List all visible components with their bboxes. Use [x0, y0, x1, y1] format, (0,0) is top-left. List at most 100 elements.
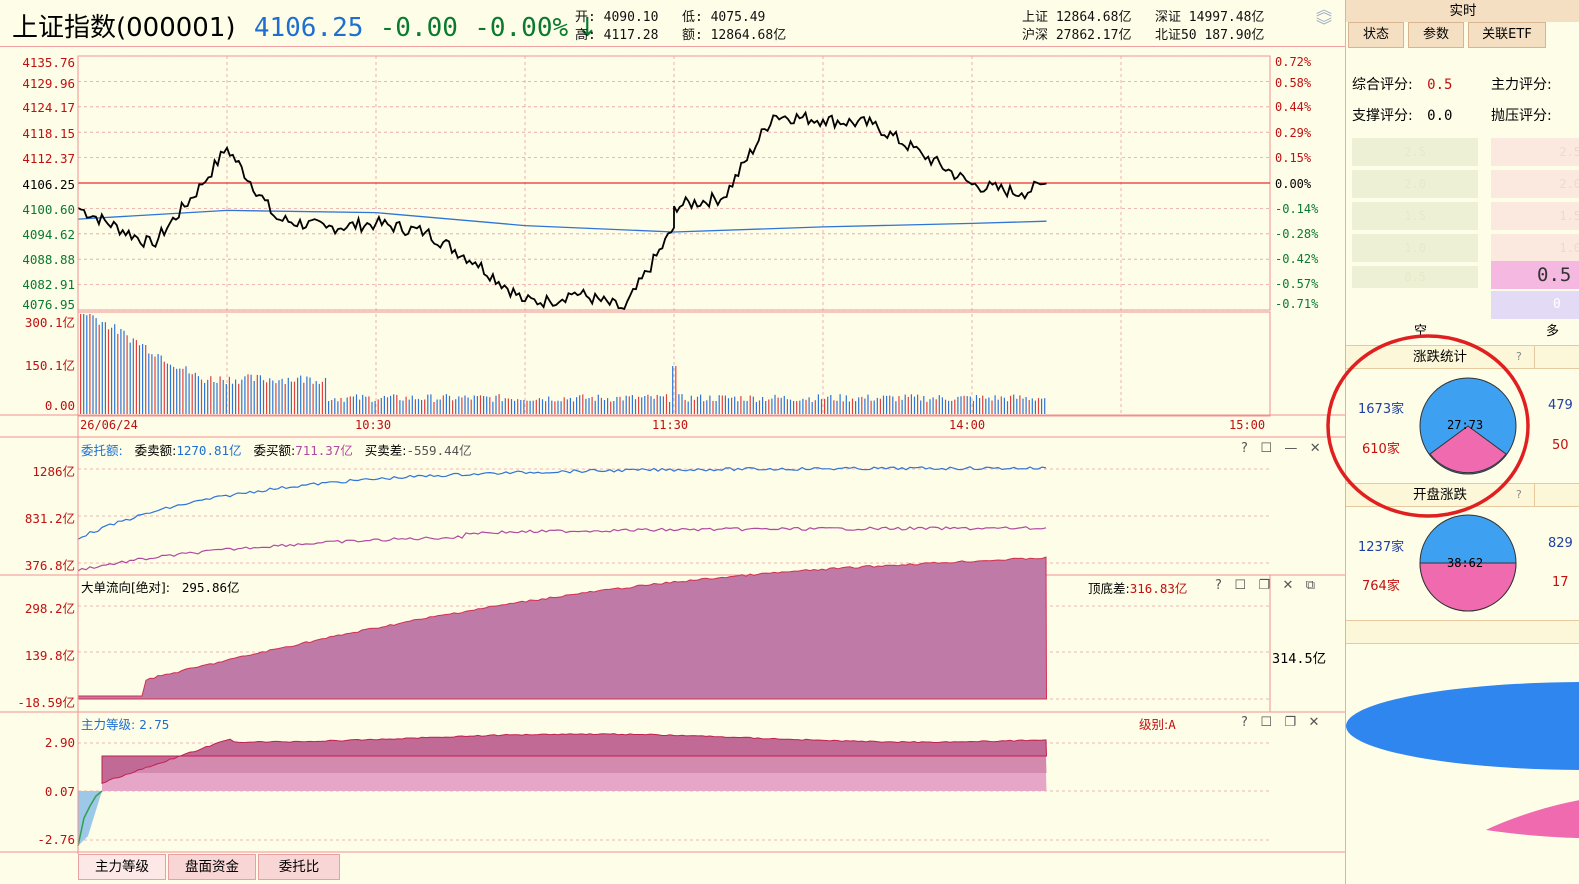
volume-bar	[870, 400, 872, 414]
volume-bar	[142, 344, 144, 414]
entrust-sell-value: 1270.81亿	[176, 443, 242, 458]
close-icon[interactable]: ✕	[1308, 715, 1320, 730]
maximize-icon[interactable]: ☐	[1260, 715, 1272, 730]
volume-bar	[923, 396, 925, 414]
price-grid	[78, 55, 1270, 415]
volume-bar	[538, 398, 540, 414]
bigorder-y-tick: 298.2亿	[24, 601, 75, 616]
restore-icon[interactable]: ❐	[1258, 578, 1271, 593]
volume-bar	[647, 394, 649, 414]
volume-bar	[486, 396, 488, 414]
level-y-tick: -2.76	[37, 832, 75, 847]
vol-tick: 300.1亿	[24, 315, 75, 330]
entrust-diff-value: -559.44亿	[406, 443, 472, 458]
volume-bar	[303, 382, 305, 414]
volume-bar	[461, 397, 463, 414]
volume-bar	[92, 315, 94, 414]
volume-bar	[1010, 395, 1012, 414]
x-tick: 26/06/24	[80, 418, 138, 432]
volume-bar	[712, 400, 714, 414]
volume-bar	[402, 400, 404, 414]
y-tick-pct: -0.42%	[1275, 252, 1319, 266]
level-band-1	[101, 733, 1048, 784]
volume-bar	[768, 399, 770, 414]
chevron-up-icon[interactable]: ︽	[1315, 0, 1332, 19]
volume-bar	[411, 395, 413, 414]
tab-related-etf[interactable]: 关联ETF	[1468, 22, 1546, 48]
chevron-down-icon[interactable]: ︾	[1315, 16, 1332, 35]
s2-right-down: 17	[1552, 575, 1569, 590]
volume-bar	[492, 401, 494, 414]
help-icon[interactable]: ?	[1215, 578, 1222, 593]
volume-bar	[789, 399, 792, 414]
volume-bar	[749, 395, 751, 414]
gauge-cell: 1.0	[1352, 234, 1478, 262]
volume-bar	[1025, 397, 1027, 414]
volume-bar	[467, 397, 469, 414]
y-tick-pct: 0.00%	[1275, 177, 1312, 191]
volume-bar	[684, 399, 686, 414]
tab-entrust-ratio[interactable]: 委托比	[258, 854, 340, 880]
decorative-shapes	[1346, 682, 1579, 838]
volume-bar	[117, 333, 119, 414]
restore-icon[interactable]: ❐	[1284, 715, 1297, 730]
maximize-icon[interactable]: ☐	[1260, 441, 1272, 456]
volume-bar	[827, 396, 829, 414]
help-icon[interactable]: ?	[1241, 715, 1248, 730]
bz-value: 187.90亿	[1204, 28, 1265, 43]
volume-bar	[191, 374, 193, 414]
volume-bar	[551, 400, 553, 414]
volume-bar	[340, 398, 342, 414]
collapse-toggle[interactable]: ︽ ︾	[1312, 2, 1336, 42]
volume-bar	[176, 368, 178, 414]
volume-bar	[799, 400, 801, 414]
volume-bar	[783, 395, 785, 414]
score-row: 综合评分: 0.5	[1352, 74, 1452, 94]
help-icon[interactable]: ?	[1516, 350, 1522, 363]
section-open-title: 开盘涨跌	[1413, 487, 1467, 503]
volume-bar	[297, 377, 299, 414]
low-label: 低:	[681, 10, 703, 25]
y-tick-pct: -0.71%	[1275, 297, 1319, 311]
tab-main-level[interactable]: 主力等级	[78, 854, 166, 880]
volume-bar	[777, 397, 779, 414]
maximize-icon[interactable]: ☐	[1234, 578, 1246, 593]
close-icon[interactable]: ✕	[1282, 578, 1294, 593]
volume-bar	[793, 401, 795, 414]
volume-bar	[148, 353, 150, 414]
volume-bar	[1031, 398, 1033, 414]
volume-bar	[975, 395, 978, 414]
volume-bar	[154, 356, 156, 414]
tab-status[interactable]: 状态	[1348, 22, 1404, 48]
gauge-cell: 1.0	[1491, 234, 1579, 262]
volume-bar	[489, 397, 491, 414]
volume-bar	[951, 400, 953, 414]
popout-icon[interactable]: ⧉	[1305, 578, 1316, 593]
help-icon[interactable]: ?	[1516, 488, 1522, 501]
volume-bar	[963, 395, 965, 414]
bigorder-controls: ? ☐ ❐ ✕ ⧉	[1215, 578, 1315, 593]
section-open-side	[1534, 483, 1579, 507]
volume-bar	[359, 399, 361, 414]
volume-bar	[470, 399, 472, 414]
y-tick-pct: 0.44%	[1275, 100, 1312, 114]
s1-right-down: 50	[1552, 438, 1569, 453]
market-row-2: 沪深 27862.17亿 北证50 187.90亿	[1022, 24, 1264, 43]
volume-bar	[225, 384, 227, 414]
entrust-buy-value: 711.37亿	[295, 443, 353, 458]
volume-bar	[557, 400, 559, 414]
tab-panel-funds[interactable]: 盘面资金	[168, 854, 256, 880]
main-score-label: 主力评分:	[1491, 77, 1552, 93]
close-icon[interactable]: ✕	[1309, 441, 1321, 456]
minimize-icon[interactable]: —	[1284, 441, 1298, 456]
volume-bar	[889, 395, 891, 414]
volume-bar	[424, 399, 426, 414]
volume-bar	[898, 396, 900, 414]
volume-bar	[672, 366, 674, 414]
tab-params[interactable]: 参数	[1408, 22, 1464, 48]
volume-bar	[926, 401, 928, 414]
volume-bar	[222, 380, 224, 414]
volume-bar	[929, 399, 931, 414]
volume-bar	[253, 381, 255, 414]
help-icon[interactable]: ?	[1241, 441, 1248, 456]
